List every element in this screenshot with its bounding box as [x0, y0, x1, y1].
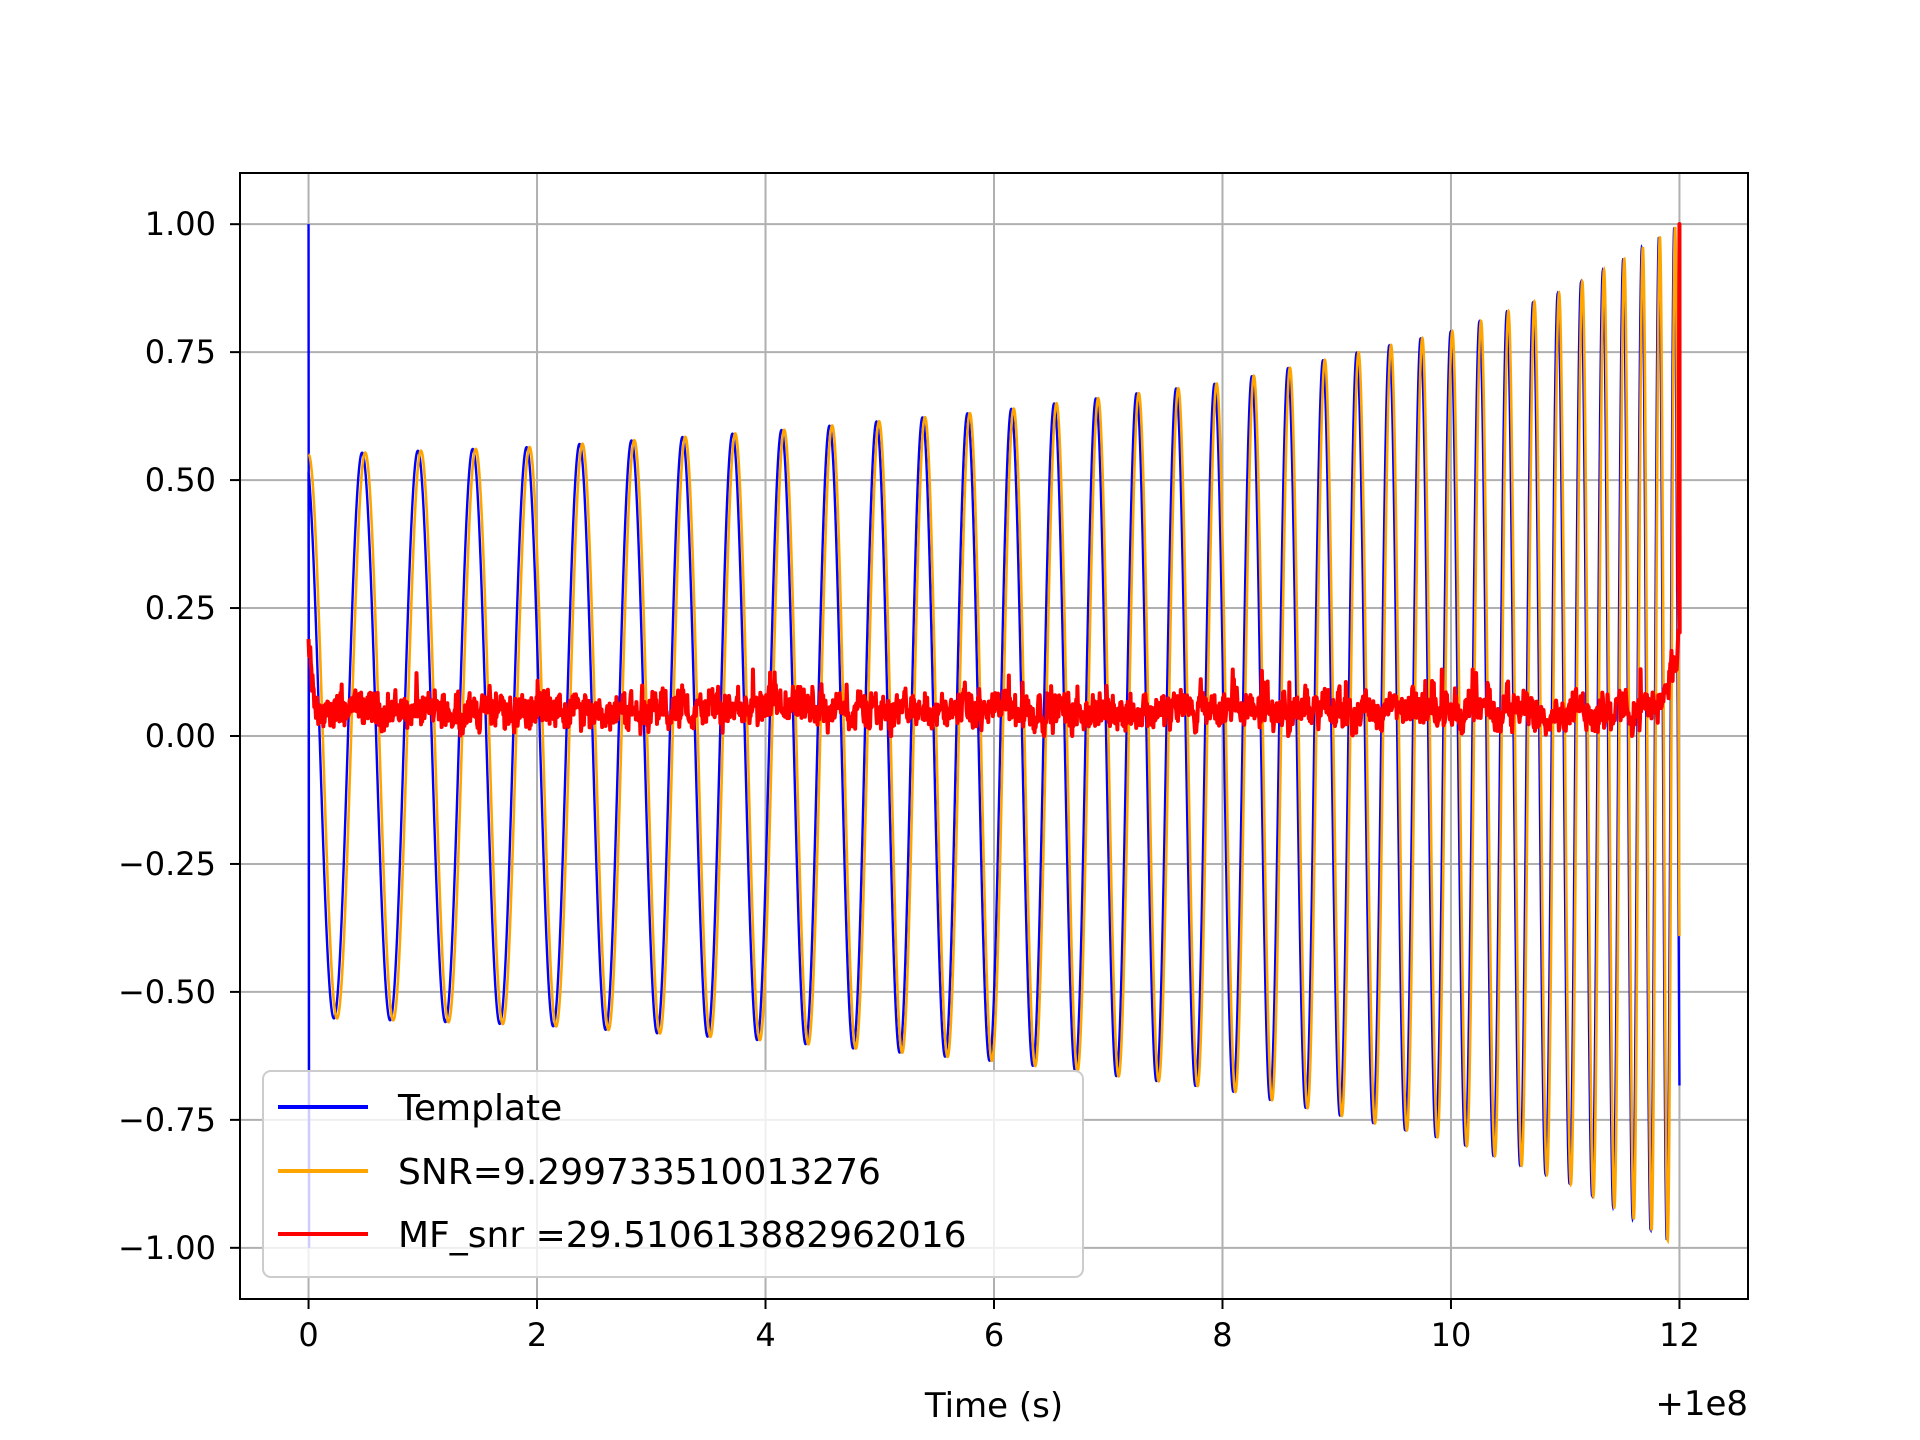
x-tick-label: 12	[1659, 1316, 1700, 1354]
legend-label-snr: SNR=9.299733510013276	[398, 1152, 881, 1193]
x-tick-label: 8	[1212, 1316, 1232, 1354]
y-tick-label: −0.50	[118, 973, 216, 1011]
ticks: 0 2 4 6 8 10 12 1.00 0.75 0.50 0.25 0.00 −0.25 −0.50 −…	[118, 205, 1700, 1354]
x-tick-label: 10	[1431, 1316, 1472, 1354]
legend-box	[262, 1070, 1084, 1278]
series-layer	[306, 222, 1682, 1248]
y-tick-label: −1.00	[118, 1229, 216, 1267]
y-tick-label: −0.75	[118, 1101, 216, 1139]
y-tick-label: 1.00	[145, 205, 216, 243]
y-tick-label: 0.75	[145, 333, 216, 371]
legend-label-mf-snr: MF_snr =29.510613882962016	[398, 1215, 967, 1256]
x-tick-label: 4	[755, 1316, 775, 1354]
series-mf-snr-line	[306, 222, 1682, 738]
x-tick-label: 0	[298, 1316, 318, 1354]
legend: Template SNR=9.299733510013276 MF_snr =2…	[262, 1070, 1084, 1278]
y-tick-label: 0.25	[145, 589, 216, 627]
y-tick-label: 0.50	[145, 461, 216, 499]
x-axis-label: Time (s)	[924, 1386, 1063, 1426]
legend-label-template: Template	[397, 1088, 562, 1129]
series-snr-line	[307, 226, 1681, 1245]
x-tick-label: 6	[984, 1316, 1004, 1354]
y-tick-label: 0.00	[145, 717, 216, 755]
x-axis-offset-label: +1e8	[1655, 1384, 1748, 1424]
x-tick-label: 2	[527, 1316, 547, 1354]
y-tick-label: −0.25	[118, 845, 216, 883]
